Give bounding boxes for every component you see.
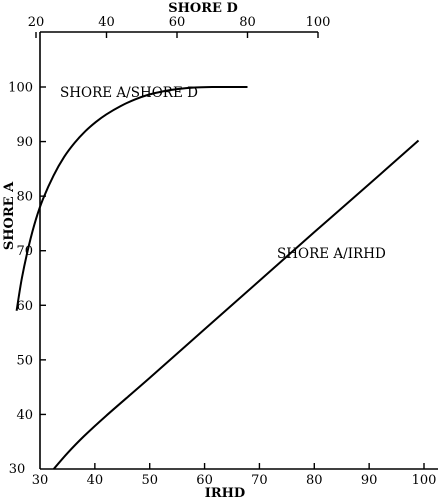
- top-tick-label: 20: [28, 15, 45, 30]
- annotation-shore-a-irhd: SHORE A/IRHD: [277, 246, 386, 262]
- y-tick-label: 100: [8, 81, 33, 96]
- y-tick-label: 90: [16, 135, 33, 150]
- series-line-shore-a-irhd: [52, 139, 420, 470]
- x-tick-label: 50: [141, 473, 158, 488]
- top-tick-label: 60: [169, 15, 186, 30]
- x-tick-label: 90: [361, 473, 378, 488]
- top-axis-ticks: 20 40 60 80 100: [28, 15, 331, 38]
- y-tick-label: 50: [16, 353, 33, 368]
- top-tick-label: 40: [98, 15, 115, 30]
- x-axis-ticks: 30 40 50 60 70 80 90 100: [32, 463, 437, 488]
- top-tick-label: 80: [239, 15, 256, 30]
- y-tick-label: 80: [16, 190, 33, 205]
- y-tick-label: 40: [16, 408, 33, 423]
- annotation-shore-a-shore-d: SHORE A/SHORE D: [60, 85, 198, 101]
- series-line-shore-a-shore-d: [15, 85, 248, 311]
- top-axis-title: SHORE D: [168, 1, 238, 16]
- x-tick-label: 60: [196, 473, 213, 488]
- series-group: [15, 85, 420, 470]
- x-tick-label: 30: [32, 473, 49, 488]
- x-tick-label: 40: [87, 473, 104, 488]
- y-axis-ticks: 40 50 60 70 80 90 100 30: [8, 81, 46, 477]
- x-axis-title: IRHD: [205, 486, 245, 500]
- y-tick-label: 70: [16, 244, 33, 259]
- y-axis-title: SHORE A: [2, 181, 17, 250]
- x-tick-label: 70: [251, 473, 268, 488]
- y-tick-label: 60: [16, 299, 33, 314]
- x-tick-label: 80: [306, 473, 323, 488]
- y-tick-label: 30: [9, 462, 26, 477]
- top-tick-label: 100: [306, 15, 331, 30]
- x-tick-label: 100: [412, 473, 437, 488]
